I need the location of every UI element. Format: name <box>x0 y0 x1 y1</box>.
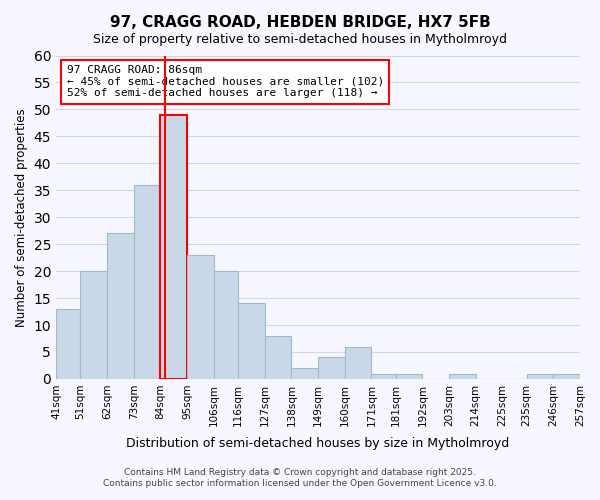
Bar <box>292 368 318 379</box>
Bar <box>107 234 134 379</box>
Bar <box>265 336 292 379</box>
Bar <box>527 374 553 379</box>
Bar <box>345 346 371 379</box>
Bar <box>238 304 265 379</box>
X-axis label: Distribution of semi-detached houses by size in Mytholmroyd: Distribution of semi-detached houses by … <box>127 437 509 450</box>
Y-axis label: Number of semi-detached properties: Number of semi-detached properties <box>15 108 28 326</box>
Text: Contains HM Land Registry data © Crown copyright and database right 2025.
Contai: Contains HM Land Registry data © Crown c… <box>103 468 497 487</box>
Bar <box>56 309 80 379</box>
Bar <box>371 374 395 379</box>
Bar <box>160 115 187 379</box>
Bar <box>395 374 422 379</box>
Text: 97, CRAGG ROAD, HEBDEN BRIDGE, HX7 5FB: 97, CRAGG ROAD, HEBDEN BRIDGE, HX7 5FB <box>110 15 490 30</box>
Bar <box>80 271 107 379</box>
Bar <box>553 374 580 379</box>
Bar <box>214 271 238 379</box>
Bar <box>187 255 214 379</box>
Text: 97 CRAGG ROAD: 86sqm
← 45% of semi-detached houses are smaller (102)
52% of semi: 97 CRAGG ROAD: 86sqm ← 45% of semi-detac… <box>67 65 384 98</box>
Bar <box>134 185 160 379</box>
Bar <box>318 358 345 379</box>
Text: Size of property relative to semi-detached houses in Mytholmroyd: Size of property relative to semi-detach… <box>93 32 507 46</box>
Bar <box>449 374 476 379</box>
